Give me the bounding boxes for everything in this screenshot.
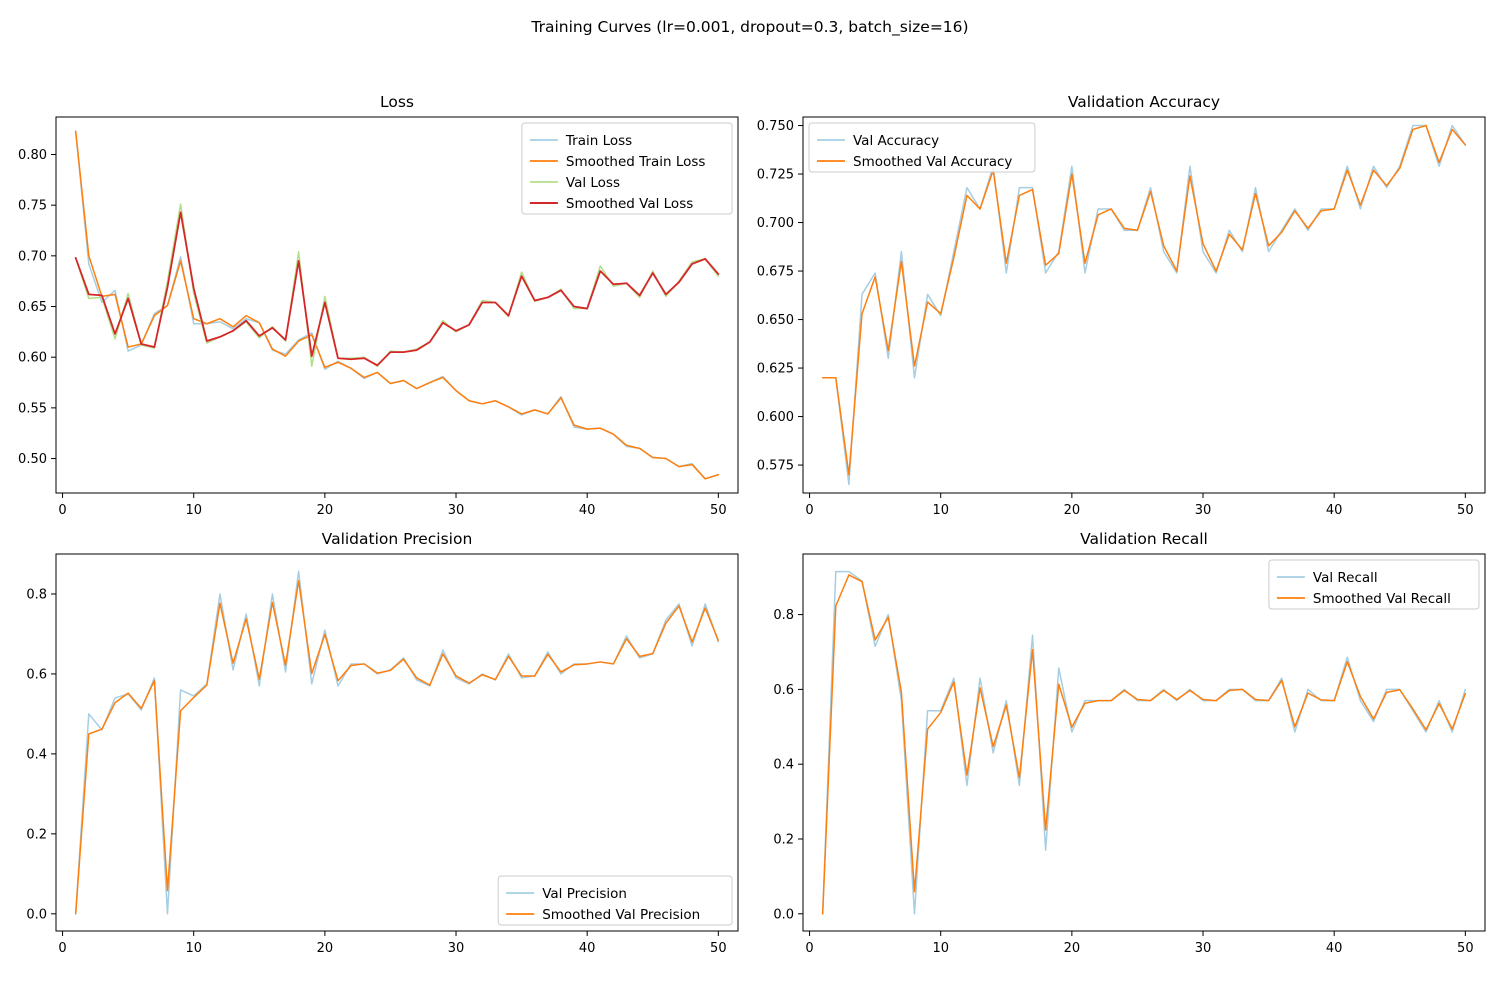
- loss-chart: Loss 0 10 20 30 40 50 0.50 0.55 0.60 0.65 0.70 0.75 0…: [18, 93, 739, 518]
- validation-precision-legend-label-smoothed-val-precision: Smoothed Val Precision: [542, 907, 700, 923]
- loss-ytick-label: 0.80: [18, 148, 47, 163]
- validation-precision-legend: Val Precision Smoothed Val Precision: [497, 875, 733, 926]
- loss-xtick-label: 20: [317, 503, 334, 518]
- validation-accuracy-legend-label-smoothed-val-accuracy: Smoothed Val Accuracy: [853, 154, 1012, 170]
- validation-recall-series-group: [821, 570, 1467, 915]
- validation-accuracy-xtick-label: 40: [1326, 503, 1343, 518]
- loss-legend-label-val-loss: Val Loss: [566, 175, 620, 191]
- loss-legend-box: [521, 122, 733, 215]
- loss-series-smoothed-val-loss: [74, 211, 720, 367]
- loss-ytick-label: 0.75: [18, 199, 47, 214]
- validation-recall-series-smoothed-val-recall: [821, 574, 1467, 915]
- validation-recall-xtick-label: 20: [1064, 941, 1081, 956]
- validation-precision-plot-frame: [55, 553, 739, 932]
- validation-accuracy-plot-frame: [802, 116, 1486, 494]
- figure-suptitle: Training Curves (lr=0.001, dropout=0.3, …: [530, 18, 968, 37]
- validation-precision-series-smoothed-val-precision: [74, 580, 720, 915]
- validation-precision-ytick-label: 0.0: [26, 907, 47, 922]
- validation-accuracy-xtick-label: 0: [805, 503, 813, 518]
- validation-recall-title: Validation Recall: [1080, 530, 1208, 548]
- validation-precision-xtick-label: 10: [185, 941, 202, 956]
- validation-precision-xtick-label: 30: [448, 941, 465, 956]
- validation-precision-xtick-label: 0: [58, 941, 66, 956]
- validation-recall-ytick-label: 0.8: [773, 608, 794, 623]
- validation-precision-ytick-label: 0.4: [26, 747, 47, 762]
- validation-accuracy-xtick-label: 20: [1064, 503, 1081, 518]
- validation-precision-xtick-label: 20: [317, 941, 334, 956]
- validation-precision-series-group: [74, 570, 720, 915]
- validation-accuracy-chart: Validation Accuracy 0 10 20 30 40 50 0.575 0.600…: [757, 93, 1486, 518]
- validation-recall-legend-box: [1268, 559, 1480, 610]
- loss-xtick-label: 0: [58, 503, 66, 518]
- loss-title: Loss: [380, 93, 414, 111]
- loss-plot-frame: [55, 116, 739, 494]
- validation-accuracy-legend: Val Accuracy Smoothed Val Accuracy: [808, 122, 1036, 173]
- validation-accuracy-ytick-label: 0.600: [757, 410, 794, 425]
- validation-recall-xtick-label: 30: [1195, 941, 1212, 956]
- validation-accuracy-ytick-label: 0.675: [757, 265, 794, 280]
- validation-accuracy-ytick-label: 0.625: [757, 362, 794, 377]
- loss-legend-label-train-loss: Train Loss: [565, 133, 632, 149]
- validation-recall-ytick-label: 0.6: [773, 683, 794, 698]
- loss-legend-label-smoothed-val-loss: Smoothed Val Loss: [566, 196, 693, 212]
- validation-recall-xtick-label: 40: [1326, 941, 1343, 956]
- validation-accuracy-legend-label-val-accuracy: Val Accuracy: [853, 133, 939, 149]
- validation-recall-legend-label-val-recall: Val Recall: [1313, 570, 1378, 586]
- validation-recall-ytick-label: 0.4: [773, 758, 794, 773]
- validation-precision-chart: Validation Precision 0 10 20 30 40 50 0.0 0.2 0.4…: [26, 530, 739, 956]
- validation-accuracy-ytick-label: 0.700: [757, 216, 794, 231]
- validation-accuracy-ytick-label: 0.725: [757, 168, 794, 183]
- validation-recall-ytick-label: 0.0: [773, 907, 794, 922]
- validation-recall-ytick-label: 0.2: [773, 832, 794, 847]
- loss-ytick-label: 0.60: [18, 351, 47, 366]
- validation-accuracy-title: Validation Accuracy: [1068, 93, 1220, 111]
- validation-accuracy-ytick-label: 0.575: [757, 459, 794, 474]
- validation-accuracy-legend-box: [808, 122, 1036, 173]
- validation-accuracy-series-group: [821, 124, 1467, 486]
- loss-ytick-label: 0.55: [18, 401, 47, 416]
- loss-xtick-label: 30: [448, 503, 465, 518]
- validation-precision-xtick-label: 40: [579, 941, 596, 956]
- validation-precision-legend-box: [497, 875, 733, 926]
- loss-series-group: [74, 130, 720, 480]
- validation-recall-plot-frame: [802, 553, 1486, 932]
- validation-precision-ytick-label: 0.2: [26, 827, 47, 842]
- validation-precision-ytick-label: 0.8: [26, 587, 47, 602]
- validation-recall-chart: Validation Recall 0 10 20 30 40 50 0.0 0.2 0.4 0.6…: [773, 530, 1486, 956]
- validation-precision-title: Validation Precision: [322, 530, 473, 548]
- validation-precision-xtick-label: 50: [710, 941, 727, 956]
- validation-recall-xtick-label: 50: [1457, 941, 1474, 956]
- validation-accuracy-ytick-label: 0.650: [757, 313, 794, 328]
- loss-xtick-label: 10: [185, 503, 202, 518]
- validation-recall-xtick-label: 0: [805, 941, 813, 956]
- validation-recall-legend-label-smoothed-val-recall: Smoothed Val Recall: [1313, 591, 1451, 607]
- validation-accuracy-xtick-label: 30: [1195, 503, 1212, 518]
- loss-xtick-label: 50: [710, 503, 727, 518]
- loss-xtick-label: 40: [579, 503, 596, 518]
- validation-precision-ytick-label: 0.6: [26, 667, 47, 682]
- validation-precision-legend-label-val-precision: Val Precision: [542, 886, 627, 902]
- validation-accuracy-xtick-label: 10: [932, 503, 949, 518]
- validation-recall-legend: Val Recall Smoothed Val Recall: [1268, 559, 1480, 610]
- loss-legend-label-smoothed-train-loss: Smoothed Train Loss: [566, 154, 706, 170]
- validation-recall-xtick-label: 10: [932, 941, 949, 956]
- validation-accuracy-xtick-label: 50: [1457, 503, 1474, 518]
- loss-series-smoothed-train-loss: [74, 130, 720, 480]
- loss-ytick-label: 0.50: [18, 452, 47, 467]
- loss-ytick-label: 0.65: [18, 300, 47, 315]
- loss-legend: Train Loss Smoothed Train Loss Val Loss Smo…: [521, 122, 733, 215]
- validation-accuracy-ytick-label: 0.750: [757, 119, 794, 134]
- validation-accuracy-series-smoothed-val-accuracy: [821, 124, 1467, 476]
- loss-ytick-label: 0.70: [18, 249, 47, 264]
